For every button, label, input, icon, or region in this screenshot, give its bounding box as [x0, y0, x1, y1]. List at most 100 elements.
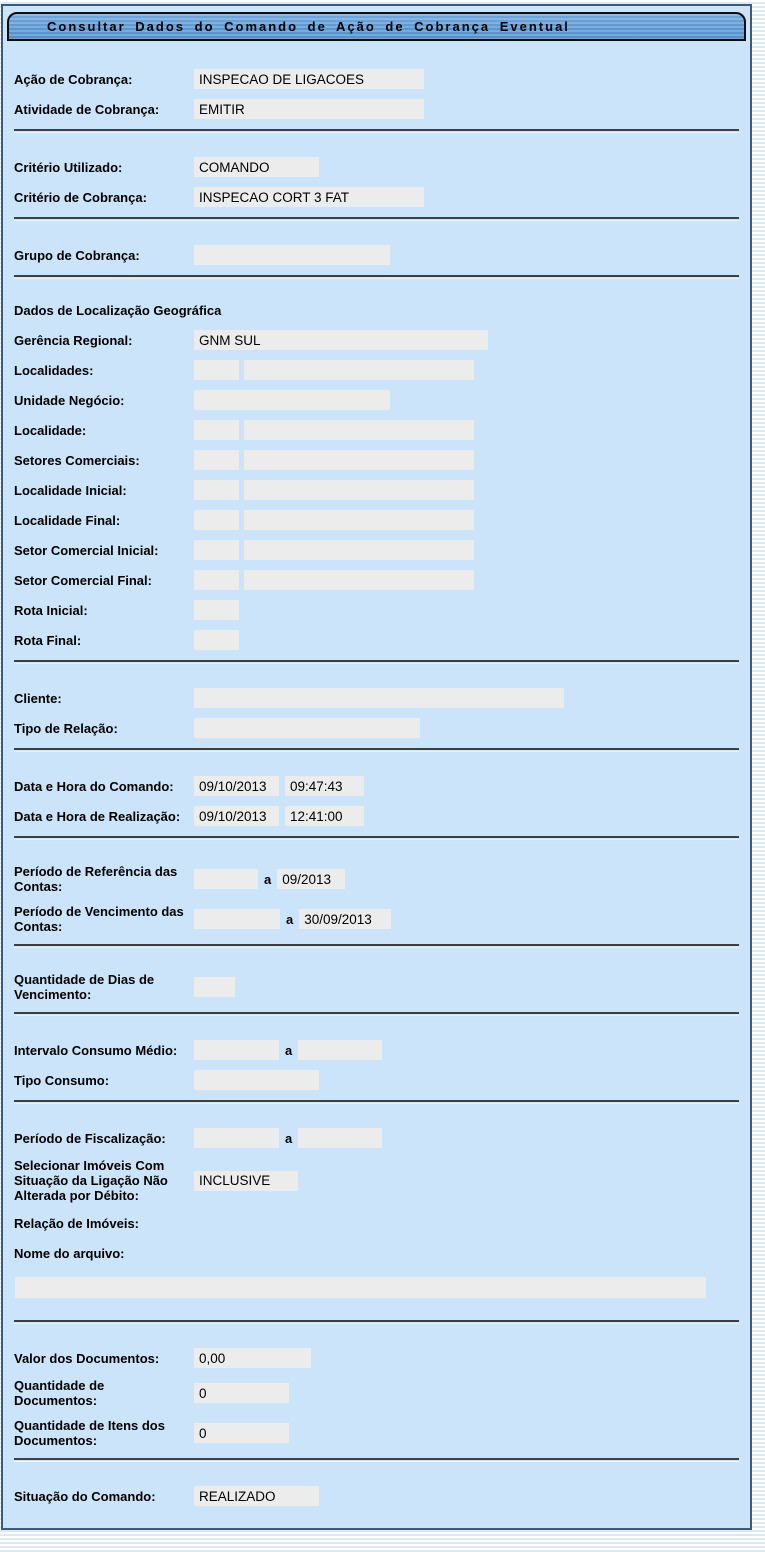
rota-inicial-value — [194, 600, 239, 620]
range-separator: a — [264, 871, 272, 887]
localidade-inicial-code — [194, 480, 239, 500]
field-acao-cobranca: Ação de Cobrança: INSPECAO DE LIGACOES — [14, 69, 739, 89]
separator — [14, 660, 739, 664]
field-criterio-utilizado: Critério Utilizado: COMANDO — [14, 157, 739, 177]
separator — [14, 129, 739, 133]
intervalo-consumo-to — [298, 1040, 383, 1060]
valor-documentos-label: Valor dos Documentos: — [14, 1350, 160, 1366]
relacao-imoveis-label: Relação de Imóveis: — [14, 1215, 139, 1231]
situacao-comando-label: Situação do Comando: — [14, 1488, 156, 1504]
field-selecionar-imoveis: Selecionar Imóveis Com Situação da Ligaç… — [14, 1158, 739, 1203]
field-criterio-cobranca: Critério de Cobrança: INSPECAO CORT 3 FA… — [14, 187, 739, 207]
form-content: Ação de Cobrança: INSPECAO DE LIGACOES A… — [3, 69, 750, 1528]
criterio-cobranca-label: Critério de Cobrança: — [14, 189, 147, 205]
setor-comercial-final-name — [244, 570, 474, 590]
setores-comerciais-name — [244, 450, 474, 470]
data-hora-comando-date: 09/10/2013 — [194, 776, 279, 796]
criterio-cobranca-value: INSPECAO CORT 3 FAT — [194, 187, 424, 207]
atividade-cobranca-label: Atividade de Cobrança: — [14, 101, 160, 117]
field-setor-comercial-final: Setor Comercial Final: — [14, 570, 739, 590]
field-tipo-relacao: Tipo de Relação: — [14, 718, 739, 738]
field-quantidade-dias-vencimento: Quantidade de Dias de Vencimento: — [14, 972, 739, 1002]
separator — [14, 836, 739, 840]
field-setores-comerciais: Setores Comerciais: — [14, 450, 739, 470]
setores-comerciais-code — [194, 450, 239, 470]
selecionar-imoveis-label: Selecionar Imóveis Com Situação da Ligaç… — [14, 1158, 168, 1203]
periodo-referencia-from — [194, 869, 258, 889]
situacao-comando-value: REALIZADO — [194, 1486, 319, 1506]
field-tipo-consumo: Tipo Consumo: — [14, 1070, 739, 1090]
localidades-label: Localidades: — [14, 362, 94, 378]
cliente-label: Cliente: — [14, 690, 62, 706]
setores-comerciais-label: Setores Comerciais: — [14, 452, 140, 468]
field-localidades: Localidades: — [14, 360, 739, 380]
localidade-inicial-label: Localidade Inicial: — [14, 482, 127, 498]
intervalo-consumo-from — [194, 1040, 279, 1060]
field-unidade-negocio: Unidade Negócio: — [14, 390, 739, 410]
separator — [14, 1100, 739, 1104]
separator — [14, 275, 739, 279]
tipo-relacao-label: Tipo de Relação: — [14, 720, 118, 736]
valor-documentos-value: 0,00 — [194, 1348, 311, 1368]
quantidade-itens-documentos-value: 0 — [194, 1423, 289, 1443]
periodo-vencimento-to: 30/09/2013 — [299, 909, 392, 929]
localidade-final-name — [244, 510, 474, 530]
acao-cobranca-label: Ação de Cobrança: — [14, 71, 133, 87]
selecionar-imoveis-value: INCLUSIVE — [194, 1170, 298, 1191]
criterio-utilizado-label: Critério Utilizado: — [14, 159, 123, 175]
separator — [14, 217, 739, 221]
periodo-vencimento-label: Período de Vencimento das Contas: — [14, 904, 184, 934]
field-rota-inicial: Rota Inicial: — [14, 600, 739, 620]
window-titlebar: Consultar Dados do Comando de Ação de Co… — [7, 12, 746, 41]
tipo-consumo-value — [194, 1070, 319, 1090]
separator — [14, 944, 739, 948]
field-situacao-comando: Situação do Comando: REALIZADO — [14, 1486, 739, 1506]
field-data-hora-comando: Data e Hora do Comando: 09/10/2013 09:47… — [14, 776, 739, 796]
setor-comercial-inicial-label: Setor Comercial Inicial: — [14, 542, 159, 558]
field-rota-final: Rota Final: — [14, 630, 739, 650]
periodo-vencimento-from — [194, 909, 280, 929]
unidade-negocio-label: Unidade Negócio: — [14, 392, 125, 408]
gerencia-regional-label: Gerência Regional: — [14, 332, 133, 348]
data-hora-realizacao-label: Data e Hora de Realização: — [14, 808, 181, 824]
field-valor-documentos: Valor dos Documentos: 0,00 — [14, 1348, 739, 1368]
tipo-consumo-label: Tipo Consumo: — [14, 1072, 110, 1088]
separator — [14, 748, 739, 752]
consult-panel: Consultar Dados do Comando de Ação de Co… — [1, 4, 752, 1530]
periodo-fiscalizacao-from — [194, 1128, 279, 1148]
field-periodo-referencia: Período de Referência das Contas: a 09/2… — [14, 864, 739, 894]
field-periodo-vencimento: Período de Vencimento das Contas: a 30/0… — [14, 904, 739, 934]
range-separator: a — [285, 1042, 293, 1058]
gerencia-regional-value: GNM SUL — [194, 330, 488, 350]
localidade-name — [244, 420, 474, 440]
field-setor-comercial-inicial: Setor Comercial Inicial: — [14, 540, 739, 560]
field-relacao-imoveis: Relação de Imóveis: — [14, 1213, 739, 1233]
separator — [14, 1458, 739, 1462]
data-hora-realizacao-time: 12:41:00 — [285, 806, 364, 826]
field-atividade-cobranca: Atividade de Cobrança: EMITIR — [14, 99, 739, 119]
quantidade-dias-vencimento-label: Quantidade de Dias de Vencimento: — [14, 972, 155, 1002]
intervalo-consumo-medio-label: Intervalo Consumo Médio: — [14, 1042, 178, 1058]
quantidade-dias-vencimento-value — [194, 977, 235, 997]
separator — [14, 1320, 739, 1324]
field-periodo-fiscalizacao: Período de Fiscalização: a — [14, 1128, 739, 1148]
setor-comercial-inicial-name — [244, 540, 474, 560]
localidade-label: Localidade: — [14, 422, 87, 438]
field-localidade-inicial: Localidade Inicial: — [14, 480, 739, 500]
setor-comercial-inicial-code — [194, 540, 239, 560]
setor-comercial-final-code — [194, 570, 239, 590]
page-title: Consultar Dados do Comando de Ação de Co… — [47, 19, 570, 34]
localidades-code — [194, 360, 239, 380]
localidade-code — [194, 420, 239, 440]
range-separator: a — [285, 1130, 293, 1146]
periodo-referencia-label: Período de Referência das Contas: — [14, 864, 178, 894]
field-quantidade-itens-documentos: Quantidade de Itens dos Documentos: 0 — [14, 1418, 739, 1448]
localidade-final-label: Localidade Final: — [14, 512, 121, 528]
quantidade-documentos-value: 0 — [194, 1383, 289, 1403]
field-gerencia-regional: Gerência Regional: GNM SUL — [14, 330, 739, 350]
quantidade-documentos-label: Quantidade de Documentos: — [14, 1378, 105, 1408]
field-intervalo-consumo-medio: Intervalo Consumo Médio: a — [14, 1040, 739, 1060]
field-localidade: Localidade: — [14, 420, 739, 440]
field-quantidade-documentos: Quantidade de Documentos: 0 — [14, 1378, 739, 1408]
unidade-negocio-value — [194, 390, 390, 410]
